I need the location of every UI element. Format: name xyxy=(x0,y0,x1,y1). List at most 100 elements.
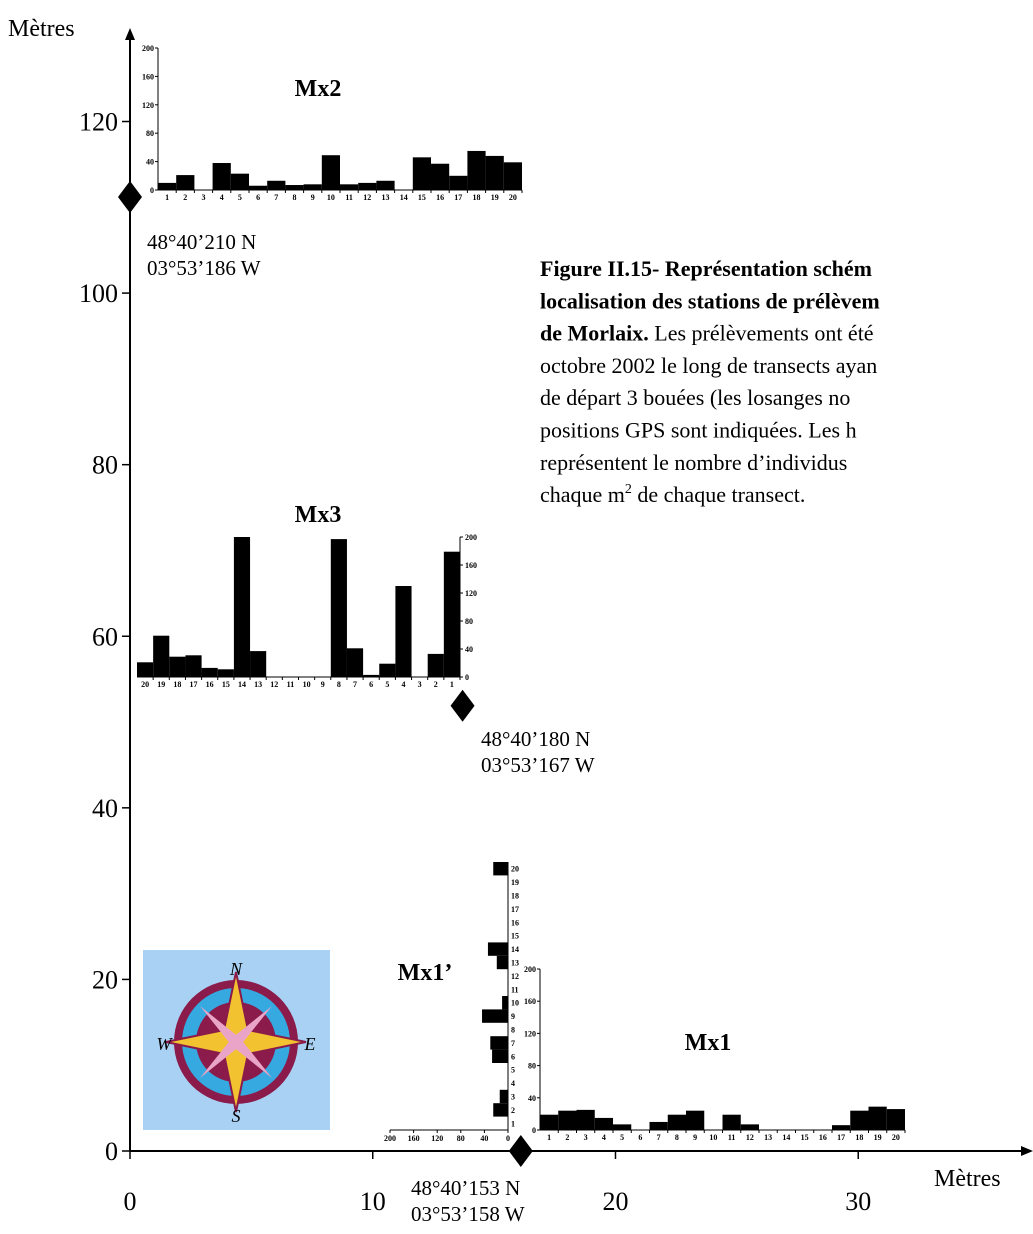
bar xyxy=(303,184,322,190)
caption-text: Figure II.15- Représentation schém xyxy=(540,256,872,281)
compass-letter: N xyxy=(229,959,243,979)
compass-letter: S xyxy=(232,1106,241,1126)
mini-x-tick-label: 1 xyxy=(165,193,169,202)
x-tick-label: 30 xyxy=(845,1187,871,1216)
mini-x-tick-label: 10 xyxy=(709,1133,717,1142)
chart-title: Mx3 xyxy=(295,502,342,528)
bar xyxy=(490,1036,508,1050)
mini-y-tick-label: 3 xyxy=(511,1093,515,1102)
bar xyxy=(233,537,251,677)
mini-x-tick-label: 3 xyxy=(202,193,206,202)
bar xyxy=(613,1124,632,1130)
mini-y-tick-label: 5 xyxy=(511,1066,515,1075)
buoy-marker xyxy=(118,181,142,214)
mini-x-tick-label: 14 xyxy=(400,193,408,202)
bar xyxy=(487,942,508,956)
bar xyxy=(832,1125,851,1130)
mini-x-tick-label: 9 xyxy=(311,193,315,202)
x-axis-arrow xyxy=(1021,1146,1033,1156)
bar xyxy=(467,150,486,190)
y-axis-label: Mètres xyxy=(8,16,75,42)
mini-y-tick-label: 120 xyxy=(142,101,154,110)
mini-x-tick-label: 12 xyxy=(363,193,371,202)
mini-x-tick-label: 10 xyxy=(327,193,335,202)
caption-text: positions GPS sont indiquées. Les h xyxy=(540,418,857,443)
bar xyxy=(540,1114,559,1130)
bar xyxy=(886,1109,905,1130)
mini-y-tick-label: 19 xyxy=(511,878,519,887)
y-tick-label: 100 xyxy=(79,279,118,308)
caption-text: représentent le nombre d’individus xyxy=(540,450,847,475)
buoy-coordinates: 48°40’210 N xyxy=(147,230,256,254)
mini-y-tick-label: 16 xyxy=(511,918,519,927)
bar xyxy=(158,182,177,190)
caption-line: positions GPS sont indiquées. Les h xyxy=(540,418,857,443)
bar xyxy=(363,674,380,677)
y-tick-label: 40 xyxy=(92,794,118,823)
buoy-marker xyxy=(450,689,475,722)
bar xyxy=(169,656,186,677)
mini-y-tick-label: 80 xyxy=(528,1062,536,1071)
mini-x-tick-label: 0 xyxy=(506,1134,510,1143)
mini-x-tick-label: 17 xyxy=(190,680,198,689)
compass-rose xyxy=(143,950,330,1130)
mini-x-tick-label: 18 xyxy=(473,193,481,202)
mini-y-tick-label: 40 xyxy=(465,645,473,654)
mini-x-tick-label: 17 xyxy=(837,1133,845,1142)
mini-x-tick-label: 3 xyxy=(584,1133,588,1142)
bar xyxy=(427,653,444,677)
mini-x-tick-label: 12 xyxy=(746,1133,754,1142)
bar xyxy=(485,155,504,190)
mini-y-tick-label: 15 xyxy=(511,932,519,941)
mini-x-tick-label: 4 xyxy=(220,193,224,202)
mini-x-tick-label: 2 xyxy=(565,1133,569,1142)
mini-x-tick-label: 19 xyxy=(491,193,499,202)
mini-y-tick-label: 1 xyxy=(511,1119,515,1128)
caption-line: de départ 3 bouées (les losanges no xyxy=(540,385,850,410)
mini-y-tick-label: 80 xyxy=(465,617,473,626)
mini-x-tick-label: 14 xyxy=(238,680,246,689)
mini-x-tick-label: 7 xyxy=(657,1133,661,1142)
mini-x-tick-label: 8 xyxy=(293,193,297,202)
chart-title: Mx1’ xyxy=(398,960,453,986)
mini-y-tick-label: 40 xyxy=(528,1094,536,1103)
bar xyxy=(850,1110,869,1130)
mini-x-tick-label: 16 xyxy=(819,1133,827,1142)
bar xyxy=(153,635,170,677)
bar xyxy=(346,648,364,677)
bar xyxy=(249,185,268,190)
mini-x-tick-label: 8 xyxy=(675,1133,679,1142)
y-tick-label: 20 xyxy=(92,965,118,994)
bar xyxy=(321,155,340,190)
mini-x-tick-label: 17 xyxy=(454,193,462,202)
bar xyxy=(358,182,377,190)
bar xyxy=(412,157,431,190)
bar xyxy=(496,955,508,970)
compass-letter: W xyxy=(157,1034,174,1054)
bar xyxy=(217,669,234,677)
mini-y-tick-label: 40 xyxy=(146,158,154,167)
bar xyxy=(137,662,154,677)
mini-y-tick-label: 0 xyxy=(532,1126,536,1135)
mini-y-tick-label: 6 xyxy=(511,1052,515,1061)
y-tick-label: 120 xyxy=(79,108,118,137)
mini-x-tick-label: 9 xyxy=(693,1133,697,1142)
bar xyxy=(330,539,347,677)
mini-x-tick-label: 15 xyxy=(418,193,426,202)
bar xyxy=(185,655,202,677)
mini-y-tick-label: 13 xyxy=(511,959,519,968)
mini-y-tick-label: 200 xyxy=(142,44,154,53)
x-tick-label: 20 xyxy=(602,1187,628,1216)
mini-x-tick-label: 5 xyxy=(385,680,389,689)
mini-y-tick-label: 160 xyxy=(524,997,536,1006)
mini-x-tick-label: 1 xyxy=(547,1133,551,1142)
mini-x-tick-label: 4 xyxy=(602,1133,606,1142)
mini-x-tick-label: 8 xyxy=(337,680,341,689)
mini-x-tick-label: 13 xyxy=(764,1133,772,1142)
mini-y-tick-label: 2 xyxy=(511,1106,515,1115)
caption-text: Les prélèvements ont été xyxy=(649,321,874,346)
mini-x-tick-label: 3 xyxy=(418,680,422,689)
bar xyxy=(443,551,460,677)
y-tick-label: 80 xyxy=(92,451,118,480)
